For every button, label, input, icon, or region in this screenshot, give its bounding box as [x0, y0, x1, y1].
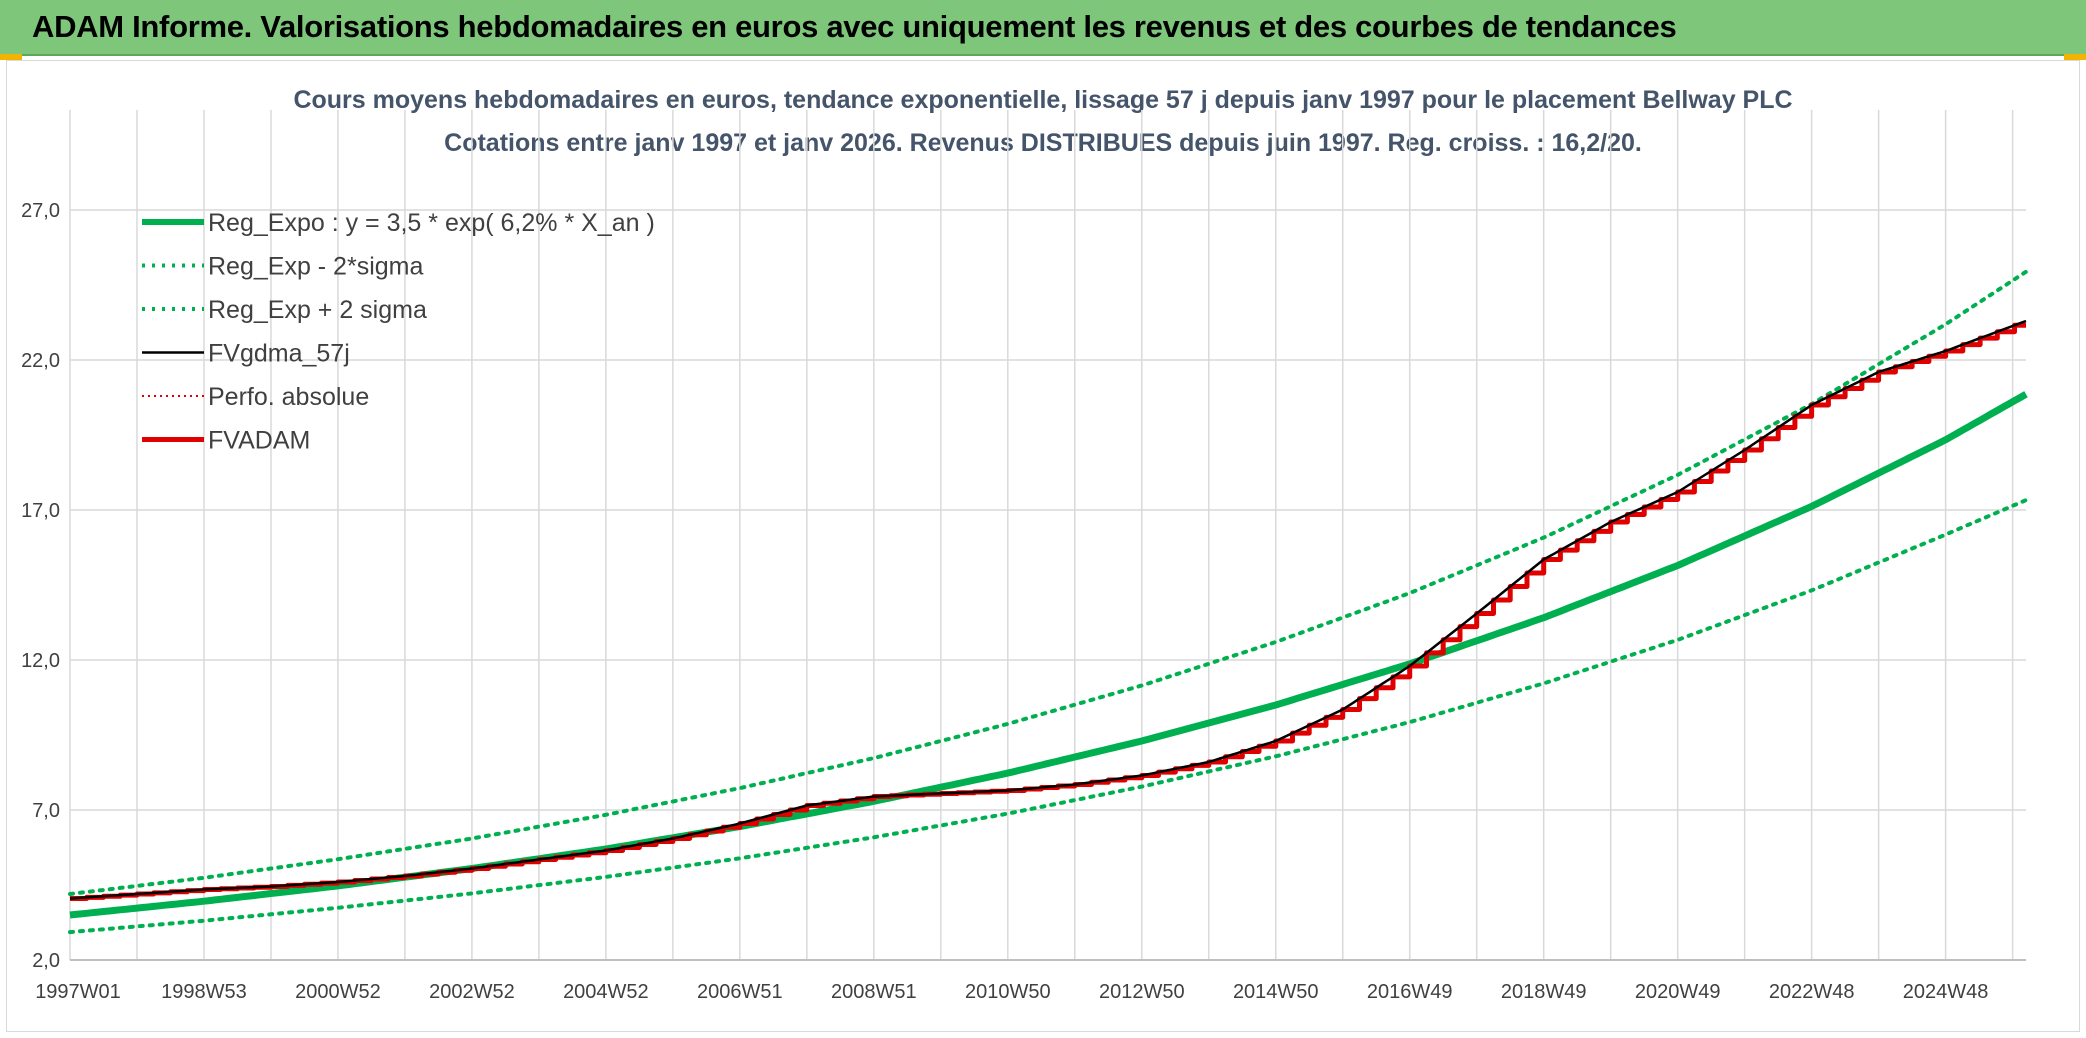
x-tick-label: 2022W48 [1769, 981, 1855, 1003]
legend-label: Reg_Exp + 2 sigma [208, 296, 427, 324]
legend-label: Reg_Expo : y = 3,5 * exp( 6,2% * X_an ) [208, 209, 655, 237]
y-tick-label: 27,0 [21, 200, 60, 222]
page-title: ADAM Informe. Valorisations hebdomadaire… [32, 9, 1677, 44]
chart-title: Cours moyens hebdomadaires en euros, ten… [293, 86, 1792, 114]
x-tick-label: 1997W01 [35, 981, 121, 1003]
series-line-3 [69, 319, 2027, 900]
x-tick-label: 1998W53 [161, 981, 247, 1003]
y-tick-label: 2,0 [32, 950, 60, 972]
legend-label: FVADAM [208, 427, 310, 455]
x-tick-label: 2006W51 [697, 981, 783, 1003]
series-layer [68, 269, 2028, 935]
gridlines [69, 110, 2026, 961]
x-tick-label: 2018W49 [1501, 981, 1587, 1003]
x-tick-label: 2014W50 [1233, 981, 1319, 1003]
header-banner: ADAM Informe. Valorisations hebdomadaire… [0, 0, 2086, 60]
x-tick-label: 2024W48 [1903, 981, 1989, 1003]
y-tick-label: 17,0 [21, 500, 60, 522]
legend-label: FVgdma_57j [208, 340, 350, 368]
banner-accent-right [2064, 54, 2086, 60]
legend: Reg_Expo : y = 3,5 * exp( 6,2% * X_an ) R… [142, 209, 655, 455]
x-tick-label: 2020W49 [1635, 981, 1721, 1003]
x-tick-label: 2016W49 [1367, 981, 1453, 1003]
series-line-1 [68, 498, 2028, 935]
legend-label: Reg_Exp - 2*sigma [208, 253, 423, 281]
x-tick-label: 2008W51 [831, 981, 917, 1003]
axes: 2,0 7,0 12,0 17,0 22,0 27,0 1997W01 1998W53 2000… [21, 200, 2026, 1003]
chart-subtitle: Cotations entre janv 1997 et janv 2026. … [444, 129, 1642, 157]
chart-frame [6, 60, 2080, 1032]
x-tick-label: 2000W52 [295, 981, 381, 1003]
x-tick-label: 2002W52 [429, 981, 515, 1003]
series-line-2 [68, 269, 2028, 896]
x-tick-label: 2012W50 [1099, 981, 1185, 1003]
x-tick-label: 2004W52 [563, 981, 649, 1003]
y-tick-label: 7,0 [32, 800, 60, 822]
y-tick-label: 22,0 [21, 350, 60, 372]
series-line-5 [70, 322, 2026, 901]
y-tick-label: 12,0 [21, 650, 60, 672]
legend-label: Perfo. absolue [208, 383, 369, 411]
series-line-0 [69, 391, 2028, 919]
banner-accent-left [0, 54, 22, 60]
x-tick-label: 2010W50 [965, 981, 1051, 1003]
